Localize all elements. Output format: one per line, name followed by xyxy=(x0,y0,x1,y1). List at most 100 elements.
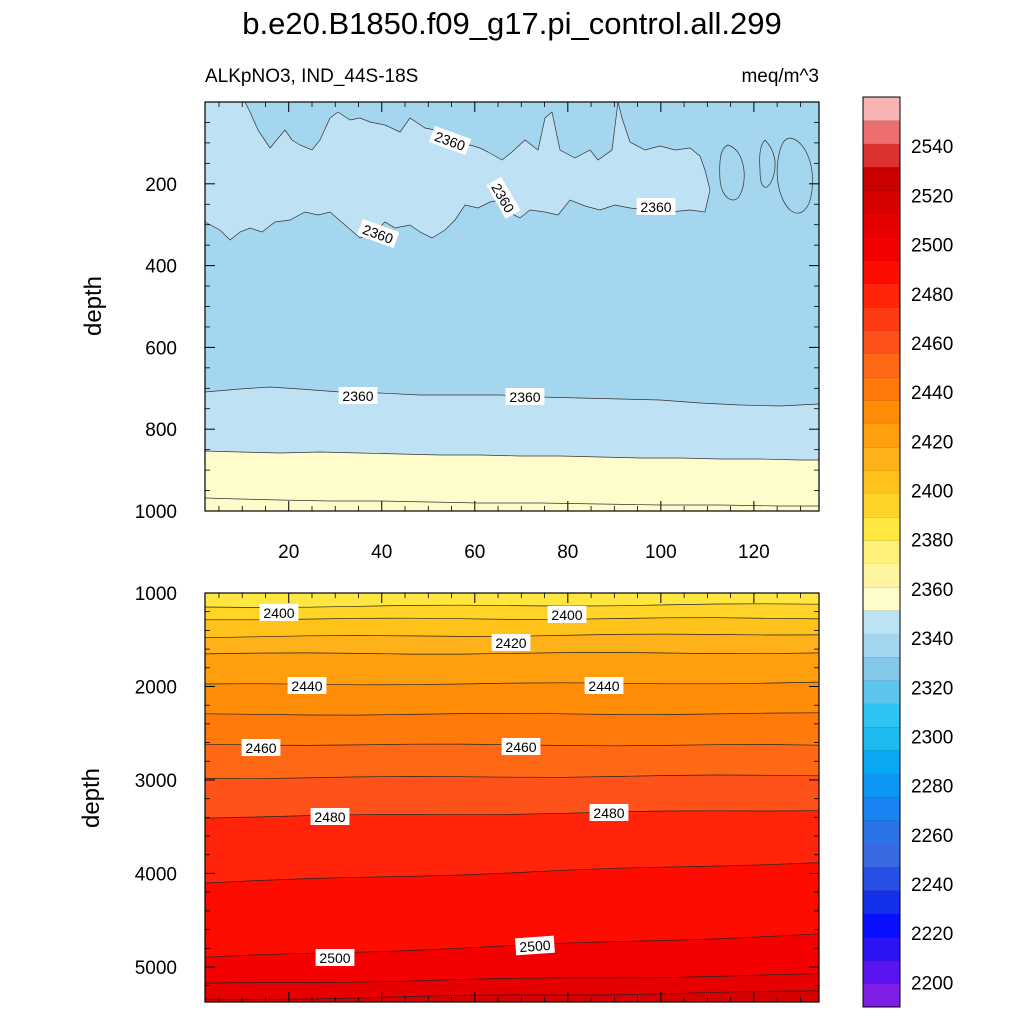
contour-label: 2420 xyxy=(491,634,531,651)
contour-label-text: 2400 xyxy=(263,605,294,621)
chart-title: b.e20.B1850.f09_g17.pi_control.all.299 xyxy=(242,6,782,41)
contour-label-box xyxy=(338,387,378,404)
colorbar-segment xyxy=(863,563,900,588)
colorbar-tick-label: 2500 xyxy=(911,236,953,257)
colorbar-segment xyxy=(863,120,900,144)
y-tick-label: 5000 xyxy=(135,958,177,979)
closed-contour-3 xyxy=(776,137,813,214)
y-tick-label: 4000 xyxy=(135,864,177,885)
contour-label-box xyxy=(501,738,541,755)
contour-label-box xyxy=(589,804,629,821)
colorbar-tick-label: 2480 xyxy=(911,285,953,306)
contour-label-text: 2360 xyxy=(640,199,671,215)
contour-label-box xyxy=(310,808,350,825)
contour-label: 2360 xyxy=(505,388,545,405)
y-tick-label: 2000 xyxy=(135,677,177,698)
contour-label: 2440 xyxy=(287,677,327,694)
contour-label: 2360 xyxy=(338,387,378,404)
y-tick-label: 200 xyxy=(145,175,177,196)
contour-label-box xyxy=(287,677,327,694)
band-pale-yellow xyxy=(205,450,819,511)
top-y-tick-labels: 200 400 600 800 1000 xyxy=(135,175,177,523)
colorbar-segment xyxy=(863,353,900,378)
top-x-tick-labels: 20 40 60 80 100 120 xyxy=(278,542,770,563)
contour-label: 2500 xyxy=(315,949,355,966)
contour-label-box xyxy=(505,388,545,405)
x-tick-label: 60 xyxy=(464,542,485,563)
colorbar-segment xyxy=(863,843,900,868)
contour-label-text: 2500 xyxy=(519,937,551,955)
left-subtitle: ALKpNO3, IND_44S-18S xyxy=(205,66,418,87)
colorbar-tick-label: 2220 xyxy=(911,924,953,945)
closed-contour-1 xyxy=(719,144,745,201)
colorbar: 2200 2220 2240 2260 2280 2300 2320 2340 2360 2380… xyxy=(862,96,953,1008)
colorbar-segment xyxy=(863,143,900,168)
colorbar-segment xyxy=(863,260,900,284)
colorbar-segment xyxy=(863,820,900,844)
contour-line xyxy=(205,712,819,716)
top-y-axis-label: depth xyxy=(80,276,107,336)
colorbar-segment xyxy=(863,167,900,191)
bottom-y-tick-labels: 1000 2000 3000 4000 5000 xyxy=(135,584,177,979)
x-tick-label: 100 xyxy=(645,542,677,563)
colorbar-tick-label: 2380 xyxy=(911,531,953,552)
contour-label: 2480 xyxy=(310,808,350,825)
contour-line xyxy=(205,603,819,608)
colorbar-segment xyxy=(863,213,900,238)
y-tick-label: 800 xyxy=(145,420,177,441)
contour-label: 2480 xyxy=(589,804,629,821)
colorbar-segment xyxy=(863,377,900,401)
contour-line xyxy=(205,774,819,780)
colorbar-tick-label: 2260 xyxy=(911,826,953,847)
colorbar-frame xyxy=(862,96,901,1008)
top-axis-ticks xyxy=(205,102,819,512)
colorbar-tick-label: 2320 xyxy=(911,678,953,699)
colorbar-segment xyxy=(863,960,900,984)
contour-label-text: 2480 xyxy=(593,805,624,821)
x-tick-label: 120 xyxy=(738,542,770,563)
contour-label-box xyxy=(259,604,299,621)
contour-line xyxy=(205,973,819,984)
band-light-blue-upper xyxy=(205,102,711,241)
bottom-axis-ticks xyxy=(205,592,819,1002)
colorbar-segment xyxy=(863,657,900,681)
contour-label-box xyxy=(547,606,587,623)
colorbar-tick-label: 2540 xyxy=(911,137,953,158)
colorbar-segment xyxy=(863,470,900,494)
colorbar-segment xyxy=(863,493,900,518)
x-tick-label: 20 xyxy=(278,542,299,563)
bottom-panel-fill xyxy=(205,593,819,1002)
contour-line xyxy=(205,810,819,819)
contour-line xyxy=(205,617,819,621)
closed-contour-2 xyxy=(759,139,776,188)
colorbar-tick-label: 2340 xyxy=(911,629,953,650)
bottom-y-axis-label: depth xyxy=(78,768,105,828)
colorbar-segment xyxy=(863,797,900,821)
contour-line xyxy=(205,862,819,884)
colorbar-segment xyxy=(863,773,900,798)
contour-label: 2400 xyxy=(547,606,587,623)
contour-label: 2500 xyxy=(515,935,555,956)
contour-label-box xyxy=(357,218,400,249)
contour-label-box xyxy=(315,949,355,966)
y-tick-label: 600 xyxy=(145,338,177,359)
colorbar-segment xyxy=(863,937,900,961)
thin-contour-bottom xyxy=(205,497,819,507)
colorbar-segment xyxy=(863,190,900,214)
colorbar-segment xyxy=(863,610,900,634)
colorbar-tick-label: 2360 xyxy=(911,580,953,601)
x-tick-label: 80 xyxy=(557,542,578,563)
colorbar-tick-label: 2420 xyxy=(911,432,953,453)
colorbar-segment xyxy=(863,633,900,658)
contour-label: 2400 xyxy=(259,604,299,621)
colorbar-segment xyxy=(863,727,900,751)
colorbar-tick-label: 2460 xyxy=(911,334,953,355)
units-subtitle: meq/m^3 xyxy=(741,66,819,87)
colorbar-tick-label: 2300 xyxy=(911,727,953,748)
contour-label: 2360 xyxy=(636,198,676,215)
contour-line xyxy=(205,933,819,958)
contour-line xyxy=(205,652,819,655)
contour-line xyxy=(205,990,819,1000)
colorbar-tick-label: 2240 xyxy=(911,875,953,896)
